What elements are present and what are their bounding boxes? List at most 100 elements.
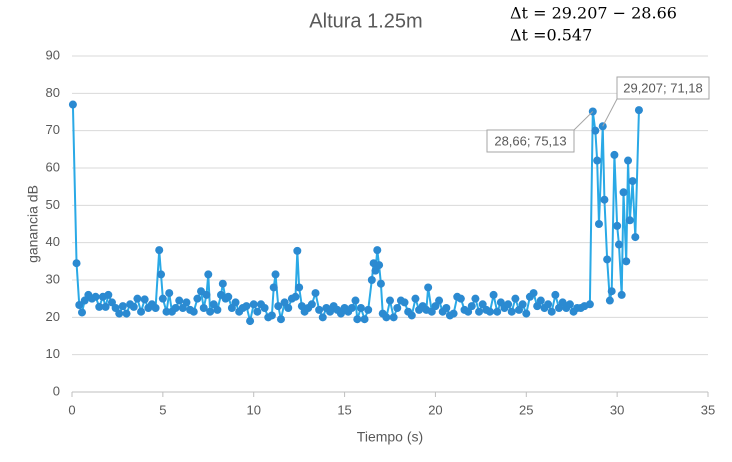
data-point — [269, 283, 278, 292]
data-point — [151, 304, 160, 312]
data-point — [140, 295, 149, 304]
data-point — [507, 307, 516, 316]
data-point — [193, 294, 202, 303]
data-point — [594, 220, 603, 228]
data-point — [522, 309, 531, 318]
callout-leader — [602, 98, 618, 127]
x-tick-label: 5 — [159, 402, 166, 417]
data-point — [246, 317, 255, 326]
callout-box — [616, 76, 710, 100]
y-tick-label: 20 — [46, 309, 60, 324]
data-point — [634, 106, 643, 115]
data-point — [393, 304, 402, 312]
data-point — [489, 290, 498, 299]
data-point — [605, 296, 614, 305]
data-point — [199, 304, 208, 312]
data-point — [613, 221, 622, 230]
data-point — [249, 300, 258, 309]
note: Δt =0.547 — [510, 26, 592, 45]
data-point — [375, 261, 384, 270]
data-point — [353, 315, 362, 324]
data-point — [72, 259, 81, 268]
data-point — [617, 290, 626, 299]
x-tick-label: 30 — [610, 402, 624, 417]
data-point — [424, 283, 433, 292]
x-tick-label: 25 — [519, 402, 533, 417]
data-point — [202, 290, 211, 299]
data-point — [400, 298, 409, 307]
data-point — [356, 304, 365, 312]
y-tick-label: 10 — [46, 346, 60, 361]
data-point — [276, 315, 285, 324]
callout-leader — [573, 111, 594, 131]
data-point — [386, 296, 394, 305]
y-tick-label: 0 — [53, 383, 60, 398]
data-point — [318, 313, 327, 322]
data-point — [347, 304, 356, 312]
data-point — [204, 270, 213, 279]
data-point — [315, 305, 324, 314]
data-point — [449, 309, 458, 318]
data-point — [536, 296, 545, 305]
data-point — [547, 307, 556, 316]
data-point — [551, 290, 560, 299]
data-point — [624, 156, 633, 165]
data-point — [311, 289, 320, 298]
data-point — [382, 313, 391, 322]
data-point — [182, 298, 191, 307]
data-point — [600, 195, 609, 204]
data-point — [158, 294, 167, 303]
data-point — [360, 315, 369, 324]
x-tick-label: 0 — [68, 402, 75, 417]
data-point — [293, 246, 302, 255]
data-point — [101, 302, 110, 311]
data-point — [118, 302, 127, 311]
data-point — [171, 304, 180, 312]
callout-label: 28,66; 75,13 — [494, 133, 566, 148]
data-point — [628, 177, 637, 186]
data-point — [518, 300, 527, 309]
data-point — [610, 150, 619, 159]
data-point — [104, 290, 113, 299]
data-point — [411, 294, 420, 303]
data-point — [267, 311, 276, 320]
data-point — [591, 126, 600, 135]
data-point — [284, 304, 293, 312]
data-point — [75, 301, 84, 310]
x-tick-label: 20 — [428, 402, 442, 417]
data-point — [631, 233, 640, 242]
data-point — [435, 296, 444, 305]
data-point — [224, 292, 233, 301]
data-point — [175, 296, 184, 305]
data-point — [155, 246, 164, 255]
data-point — [68, 100, 77, 109]
x-tick-label: 15 — [337, 402, 351, 417]
data-point — [389, 313, 398, 322]
data-point — [475, 307, 484, 316]
data-point — [529, 289, 538, 298]
data-point — [274, 302, 283, 311]
data-point — [614, 240, 623, 249]
data-point — [456, 294, 465, 303]
callout-label: 29,207; 71,18 — [623, 80, 703, 95]
data-point — [307, 300, 316, 309]
data-point — [206, 307, 215, 316]
data-point — [253, 307, 262, 316]
data-point — [544, 300, 553, 309]
data-point — [213, 305, 222, 314]
data-point — [511, 294, 520, 303]
data-point — [231, 298, 240, 307]
x-axis-label: Tiempo (s) — [357, 429, 423, 445]
data-point — [364, 305, 373, 314]
y-tick-label: 60 — [46, 159, 60, 174]
y-axis-label: ganancia dB — [25, 185, 41, 263]
data-point — [493, 307, 502, 316]
data-point — [189, 307, 198, 316]
data-point — [77, 308, 86, 317]
data-point — [467, 302, 476, 311]
data-point — [291, 292, 300, 301]
y-tick-label: 30 — [46, 271, 60, 286]
data-point — [137, 307, 146, 316]
